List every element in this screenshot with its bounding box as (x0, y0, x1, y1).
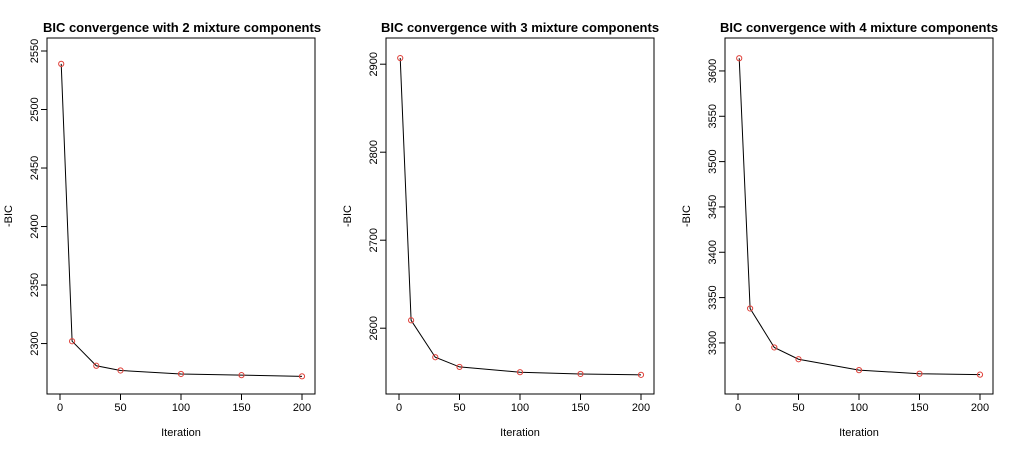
data-point (771, 344, 778, 351)
data-point (795, 356, 802, 363)
plot-frame (385, 37, 655, 395)
series-line (60, 63, 303, 377)
y-tick-label: 2400 (29, 214, 41, 238)
x-tick-label: 100 (172, 402, 190, 414)
data-point (93, 362, 100, 369)
x-axis-label: Iteration (500, 427, 540, 439)
x-tick-label: 50 (453, 402, 465, 414)
data-point (976, 371, 984, 378)
x-tick-label: 150 (232, 402, 250, 414)
y-tick-label: 3350 (707, 285, 719, 309)
y-tick-label: 2700 (368, 228, 380, 252)
x-tick-label: 150 (571, 402, 589, 414)
y-tick-label: 3300 (707, 331, 719, 355)
x-tick-label: 50 (114, 402, 126, 414)
chart-title: BIC convergence with 4 mixture component… (720, 20, 998, 35)
plot-frame (46, 37, 316, 395)
data-point (577, 370, 584, 378)
y-tick-label: 2450 (29, 156, 41, 180)
x-axis-label: Iteration (161, 427, 201, 439)
data-point (177, 370, 185, 378)
y-tick-label: 2350 (29, 273, 41, 297)
chart-panel-3: BIC convergence with 4 mixture component… (681, 20, 998, 439)
data-point (58, 60, 65, 67)
data-point (516, 369, 524, 376)
plot-frame (724, 37, 994, 395)
data-point (916, 370, 923, 377)
y-tick-label: 2600 (368, 316, 380, 340)
series-line (399, 58, 642, 376)
y-axis-label: -BIC (3, 205, 15, 227)
data-point (117, 367, 124, 374)
data-point (747, 305, 754, 312)
y-axis-label: -BIC (681, 205, 693, 227)
data-point (637, 371, 645, 378)
y-tick-label: 3550 (707, 104, 719, 128)
data-point (397, 54, 404, 62)
y-tick-label: 2500 (29, 97, 41, 121)
data-point (736, 55, 743, 62)
data-point (432, 354, 439, 361)
x-tick-label: 100 (850, 402, 868, 414)
x-tick-label: 100 (511, 402, 529, 414)
chart-panel-2: BIC convergence with 3 mixture component… (342, 20, 659, 439)
y-tick-label: 3450 (707, 195, 719, 219)
x-tick-label: 150 (910, 402, 928, 414)
y-tick-label: 2900 (368, 52, 380, 76)
chart-panel-1: BIC convergence with 2 mixture component… (3, 20, 321, 439)
data-point (298, 373, 306, 380)
x-tick-label: 0 (57, 402, 63, 414)
data-point (456, 363, 463, 371)
x-tick-label: 200 (293, 402, 311, 414)
data-point (408, 317, 415, 324)
x-tick-label: 50 (792, 402, 804, 414)
y-tick-label: 3600 (707, 59, 719, 83)
x-tick-label: 200 (971, 402, 989, 414)
x-tick-label: 0 (396, 402, 402, 414)
y-tick-label: 2300 (29, 331, 41, 355)
x-tick-label: 200 (632, 402, 650, 414)
data-point (238, 372, 245, 379)
series-line (738, 58, 981, 376)
data-point (69, 338, 76, 345)
y-tick-label: 3400 (707, 240, 719, 264)
data-point (855, 367, 863, 374)
x-axis-label: Iteration (839, 427, 879, 439)
y-axis-label: -BIC (342, 205, 354, 227)
y-tick-label: 2800 (368, 140, 380, 164)
y-tick-label: 2550 (29, 39, 41, 63)
chart-title: BIC convergence with 2 mixture component… (43, 20, 321, 35)
y-tick-label: 3500 (707, 149, 719, 173)
x-tick-label: 0 (735, 402, 741, 414)
chart-title: BIC convergence with 3 mixture component… (381, 20, 659, 35)
